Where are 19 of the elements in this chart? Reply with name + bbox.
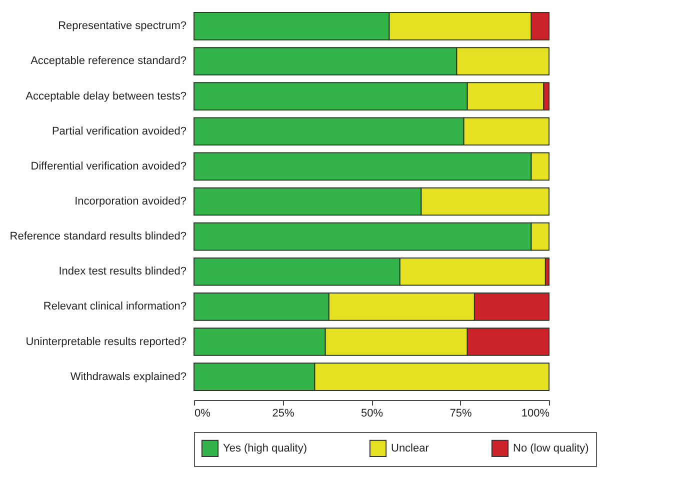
y-tick-label: Incorporation avoided? <box>74 196 186 208</box>
x-tick-label: 25% <box>272 408 294 420</box>
x-tick-label: 0% <box>194 408 211 420</box>
legend-label: No (low quality) <box>513 442 589 454</box>
y-tick-label: Relevant clinical information? <box>43 300 186 313</box>
y-tick-label: Acceptable reference standard? <box>30 55 186 68</box>
x-tick-label: 100% <box>521 408 550 420</box>
x-tick-label: 75% <box>450 408 472 420</box>
y-tick-label: Differential verification avoided? <box>30 160 186 172</box>
y-tick-label: Uninterpretable results reported? <box>26 336 186 348</box>
legend-label: Yes (high quality) <box>223 442 307 454</box>
y-tick-label: Acceptable delay between tests? <box>26 90 186 102</box>
y-tick-label: Representative spectrum? <box>58 20 186 32</box>
y-tick-label: Index test results blinded? <box>58 266 186 278</box>
y-tick-label: Reference standard results blinded? <box>10 230 186 243</box>
x-tick-label: 50% <box>360 408 384 420</box>
y-tick-label: Partial verification avoided? <box>52 125 186 138</box>
y-tick-label: Withdrawals explained? <box>70 370 186 383</box>
legend-label: Unclear <box>391 442 430 454</box>
